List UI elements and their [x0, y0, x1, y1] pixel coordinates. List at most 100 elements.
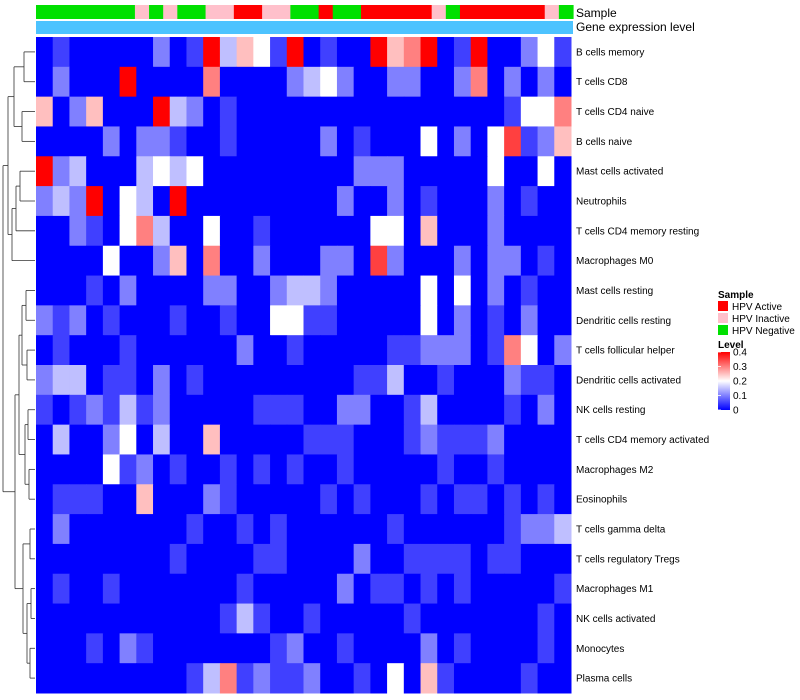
- heatmap-cell: [403, 66, 422, 98]
- heatmap-cell: [537, 66, 555, 98]
- heatmap-cell: [504, 126, 522, 157]
- heatmap-cell: [219, 394, 238, 426]
- heatmap-cell: [102, 454, 121, 485]
- heatmap-cell: [370, 305, 388, 336]
- heatmap-cell: [219, 633, 238, 664]
- heatmap-cell: [136, 96, 154, 127]
- heatmap-cell: [219, 335, 238, 366]
- heatmap-cell: [186, 543, 204, 575]
- heatmap-cells: [36, 37, 572, 694]
- heatmap-cell: [320, 156, 338, 187]
- row-label: B cells naive: [576, 137, 633, 148]
- heatmap-cell: [169, 245, 187, 277]
- heatmap-cell: [554, 275, 572, 306]
- heatmap-cell: [69, 633, 87, 664]
- heatmap-cell: [470, 394, 488, 426]
- legend-tick-label: 0.4: [733, 348, 747, 359]
- heatmap-cell: [136, 66, 154, 98]
- heatmap-cell: [303, 37, 321, 68]
- sample-cell: [92, 5, 108, 19]
- heatmap-cell: [303, 543, 321, 575]
- heatmap-cell: [437, 663, 455, 694]
- heatmap-cell: [286, 454, 304, 485]
- heatmap-cell: [487, 245, 505, 277]
- heatmap-cell: [403, 663, 422, 694]
- heatmap-cell: [169, 394, 187, 426]
- heatmap-cell: [153, 245, 171, 277]
- heatmap-cell: [153, 484, 171, 515]
- heatmap-cell: [36, 245, 54, 277]
- heatmap-cell: [69, 186, 87, 217]
- heatmap-cell: [520, 275, 539, 306]
- heatmap-cell: [487, 603, 505, 634]
- heatmap-cell: [102, 305, 121, 336]
- heatmap-cell: [86, 37, 104, 68]
- heatmap-cell: [420, 335, 438, 366]
- heatmap-cell: [504, 245, 522, 277]
- heatmap-cell: [136, 454, 154, 485]
- heatmap-cell: [153, 37, 171, 68]
- heatmap-cell: [236, 275, 254, 306]
- heatmap-cell: [236, 394, 254, 426]
- heatmap-cell: [253, 454, 271, 485]
- heatmap-cell: [169, 215, 187, 247]
- legend-tick-label: 0: [733, 406, 739, 417]
- heatmap-cell: [119, 484, 137, 515]
- heatmap-cell: [420, 186, 438, 217]
- heatmap-cell: [52, 663, 70, 694]
- heatmap-cell: [52, 156, 70, 187]
- heatmap-cell: [236, 126, 254, 157]
- heatmap-cell: [470, 66, 488, 98]
- heatmap-cell: [520, 633, 539, 664]
- sample-cell: [431, 5, 447, 19]
- heatmap-cell: [420, 215, 438, 247]
- heatmap-cell: [320, 663, 338, 694]
- heatmap-cell: [336, 394, 355, 426]
- heatmap-cell: [420, 514, 438, 545]
- heatmap-cell: [303, 245, 321, 277]
- heatmap-cell: [286, 305, 304, 336]
- heatmap-cell: [86, 275, 104, 306]
- heatmap-cell: [169, 156, 187, 187]
- heatmap-cell: [203, 156, 221, 187]
- heatmap-cell: [270, 335, 288, 366]
- heatmap-cell: [370, 215, 388, 247]
- heatmap-cell: [437, 514, 455, 545]
- heatmap-cell: [153, 454, 171, 485]
- heatmap-cell: [470, 663, 488, 694]
- heatmap-cell: [236, 305, 254, 336]
- heatmap-cell: [470, 335, 488, 366]
- heatmap-cell: [437, 215, 455, 247]
- sample-cell: [177, 5, 193, 19]
- heatmap-cell: [286, 543, 304, 575]
- heatmap-cell: [336, 66, 355, 98]
- heatmap-cell: [136, 305, 154, 336]
- heatmap-cell: [119, 335, 137, 366]
- heatmap-cell: [186, 186, 204, 217]
- heatmap-cell: [554, 245, 572, 277]
- heatmap-cell: [52, 37, 70, 68]
- heatmap-cell: [169, 424, 187, 455]
- heatmap-cell: [219, 66, 238, 98]
- heatmap-cell: [119, 365, 137, 396]
- heatmap-cell: [236, 454, 254, 485]
- heatmap-cell: [504, 394, 522, 426]
- heatmap-cell: [119, 514, 137, 545]
- heatmap-cell: [353, 543, 371, 575]
- heatmap-cell: [102, 66, 121, 98]
- heatmap-cell: [203, 484, 221, 515]
- heatmap-cell: [270, 543, 288, 575]
- heatmap-cell: [253, 484, 271, 515]
- heatmap-cell: [403, 394, 422, 426]
- heatmap-cell: [370, 156, 388, 187]
- heatmap-cell: [219, 543, 238, 575]
- heatmap-cell: [504, 663, 522, 694]
- heatmap-cell: [69, 37, 87, 68]
- heatmap-cell: [186, 215, 204, 247]
- heatmap-cell: [470, 514, 488, 545]
- heatmap-cell: [320, 603, 338, 634]
- heatmap-cell: [504, 156, 522, 187]
- heatmap-cell: [487, 126, 505, 157]
- heatmap-cell: [303, 514, 321, 545]
